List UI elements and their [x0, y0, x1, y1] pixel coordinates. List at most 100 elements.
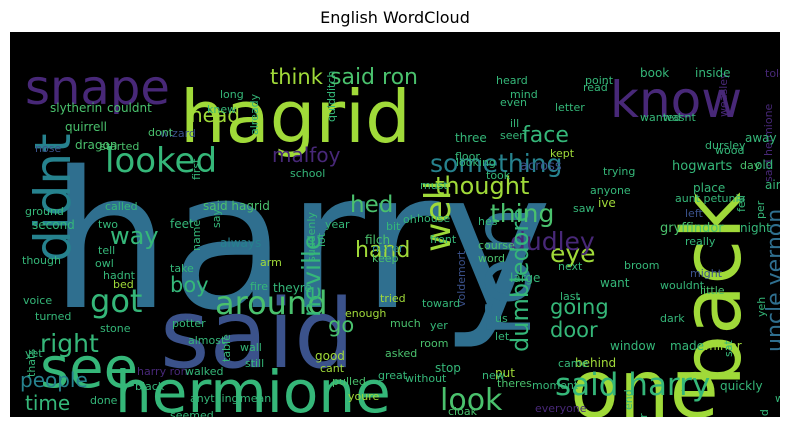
- word-really: really: [685, 235, 716, 248]
- word-cant: cant: [320, 362, 345, 375]
- word-tried: tried: [380, 292, 406, 305]
- word-moment: moment: [532, 379, 579, 392]
- word-well: well: [418, 180, 459, 252]
- word-dark: dark: [660, 312, 685, 325]
- word-around: around: [215, 284, 328, 322]
- word-wood: wood: [715, 144, 744, 157]
- word-couldnt: couldnt: [107, 101, 152, 115]
- word-almost: almost: [188, 334, 226, 347]
- word-course: course: [478, 239, 515, 252]
- word-looking: looking: [456, 156, 496, 169]
- word-seemed: seemed: [170, 409, 214, 417]
- word-two: two: [98, 218, 118, 231]
- word-thought: thought: [435, 172, 529, 200]
- word-something: something: [430, 149, 562, 178]
- word-without: without: [405, 372, 447, 385]
- word-asked: asked: [385, 347, 417, 360]
- word-door: door: [550, 318, 598, 342]
- word-toward: toward: [422, 297, 460, 310]
- word-inside: inside: [695, 66, 731, 80]
- word-keep: keep: [372, 252, 399, 265]
- word-air: air: [765, 178, 780, 192]
- word-right: right: [40, 329, 99, 358]
- word-said-harry: said harry: [555, 367, 710, 403]
- word-hed: hed: [350, 192, 393, 218]
- word-yeh: yeh: [755, 297, 768, 317]
- word-good: good: [315, 349, 345, 363]
- word-mean: mean: [240, 392, 271, 405]
- word-anything: anything: [190, 392, 239, 405]
- word-across: across: [520, 159, 562, 174]
- word-point: point: [585, 74, 614, 87]
- word-school: school: [290, 167, 325, 180]
- word-behind: behind: [575, 356, 616, 370]
- word-take: take: [170, 262, 194, 275]
- word-said: said: [160, 280, 354, 390]
- word-looked: looked: [105, 141, 217, 181]
- word-front: front: [430, 233, 457, 246]
- word-hagrid: hagrid: [180, 75, 411, 159]
- word-thats: thats: [25, 349, 38, 377]
- word-took: took: [486, 169, 511, 182]
- word-harry-ron: harry ron: [137, 365, 188, 378]
- word-owl: owl: [95, 257, 114, 270]
- word-ill: ill: [510, 117, 519, 130]
- word-didnt: didnt: [24, 133, 82, 262]
- word-head: head: [190, 103, 240, 127]
- word-got: got: [90, 282, 142, 320]
- word-cloak: cloak: [448, 405, 478, 417]
- word-walked: walked: [185, 365, 224, 378]
- word-first: first: [190, 158, 203, 180]
- word-theres: theres: [497, 377, 532, 390]
- word-broom: broom: [624, 259, 659, 272]
- word-end: end: [622, 389, 635, 410]
- word-people: people: [20, 368, 88, 392]
- word-voice: voice: [23, 294, 52, 307]
- word-everyone: everyone: [535, 402, 587, 415]
- word-night: night: [740, 221, 771, 235]
- word-oh: oh: [403, 213, 417, 226]
- word-floor: floor: [455, 150, 480, 163]
- word-know: know: [610, 71, 742, 129]
- word-nose: nose: [35, 142, 61, 155]
- word-window: window: [610, 339, 656, 353]
- word-mind: mind: [510, 88, 538, 101]
- word-called: called: [105, 200, 138, 213]
- word-fell: fell: [735, 195, 748, 212]
- word-said-hermione: said hermione: [762, 103, 775, 182]
- word-trying: trying: [603, 165, 635, 178]
- word-voldemort: voldemort: [455, 250, 468, 307]
- word-away: away: [745, 131, 777, 145]
- word-said-ron: said ron: [330, 65, 418, 90]
- word-ground: ground: [25, 205, 64, 218]
- word-wouldnt: wouldnt: [660, 279, 705, 292]
- word-harry: harry: [50, 131, 552, 352]
- word-came: came: [558, 357, 589, 370]
- word-thing: thing: [490, 199, 554, 228]
- word-way: way: [110, 222, 159, 250]
- word-hogwarts: hogwarts: [672, 159, 732, 174]
- word-made: made: [670, 339, 704, 353]
- word-day: day: [740, 159, 761, 172]
- word-mirror: mirror: [705, 339, 742, 353]
- word-us: us: [495, 312, 508, 325]
- word-uncle-vernon: uncle vernon: [763, 209, 780, 352]
- word-three: three: [455, 131, 487, 145]
- word-name: name: [190, 220, 203, 251]
- word-dudley: dudley: [510, 227, 595, 256]
- word-little: little: [700, 284, 725, 297]
- word-seen: seen: [500, 129, 526, 142]
- word-great: great: [378, 369, 408, 382]
- word-lot: lot: [315, 232, 328, 247]
- word-might: might: [690, 267, 723, 280]
- word-last: last: [560, 290, 581, 303]
- word-say: say: [210, 209, 223, 228]
- word-per: per: [754, 200, 767, 219]
- word-bed: bed: [113, 278, 134, 291]
- word-must: must: [420, 179, 448, 192]
- word-yer: yer: [430, 319, 448, 332]
- word-told: told: [765, 67, 780, 80]
- word-weasley: weasley: [717, 72, 730, 117]
- word-stone: stone: [100, 322, 131, 335]
